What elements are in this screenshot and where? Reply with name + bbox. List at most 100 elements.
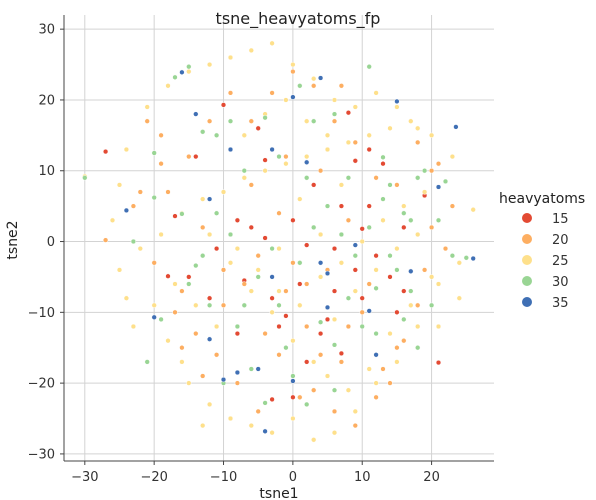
scatter-point — [186, 281, 192, 287]
scatter-point — [283, 161, 289, 167]
scatter-point — [324, 203, 331, 209]
scatter-point — [401, 288, 407, 294]
scatter-point — [352, 104, 358, 110]
scatter-point — [366, 224, 372, 231]
scatter-point — [331, 430, 338, 436]
scatter-point — [428, 274, 435, 280]
scatter-point — [200, 253, 206, 259]
scatter-point — [408, 288, 414, 294]
scatter-point — [304, 281, 310, 287]
scatter-point — [338, 260, 345, 266]
scatter-point — [366, 64, 372, 70]
scatter-point — [241, 132, 247, 138]
x-tick-labels: −30 −20 −10 0 10 20 — [71, 470, 440, 485]
scatter-point — [338, 350, 345, 357]
scatter-point — [227, 415, 234, 422]
y-tick-label: −30 — [28, 447, 55, 462]
scatter-point — [283, 345, 289, 351]
scatter-point — [276, 288, 282, 294]
x-tick-label: −30 — [71, 470, 98, 485]
scatter-point — [220, 267, 227, 273]
y-tick-label: 0 — [47, 235, 55, 250]
scatter-point — [394, 182, 400, 188]
scatter-point — [213, 323, 220, 330]
scatter-point — [415, 139, 421, 146]
legend-label: 35 — [552, 296, 569, 311]
scatter-point — [324, 316, 331, 323]
scatter-point — [415, 323, 421, 330]
scatter-point — [179, 345, 185, 351]
scatter-point — [165, 189, 171, 195]
scatter-point — [311, 437, 317, 443]
scatter-point — [428, 168, 435, 174]
scatter-point — [269, 274, 275, 280]
scatter-point — [290, 373, 296, 379]
scatter-point — [234, 380, 241, 386]
scatter-point — [290, 338, 296, 344]
scatter-point — [373, 394, 379, 400]
scatter-point — [165, 83, 171, 89]
scatter-point — [435, 359, 442, 366]
scatter-point — [227, 90, 234, 96]
scatter-point — [200, 422, 206, 429]
scatter-point — [449, 203, 456, 209]
scatter-point — [317, 274, 324, 280]
chart-title: tsne_heavyatoms_fp — [216, 9, 381, 29]
scatter-point — [82, 175, 88, 181]
scatter-point — [359, 323, 365, 330]
scatter-point — [262, 330, 268, 337]
scatter-point — [234, 217, 241, 223]
legend-marker — [522, 213, 532, 223]
scatter-point — [151, 194, 157, 201]
scatter-point — [324, 304, 331, 311]
scatter-point — [345, 175, 352, 181]
scatter-point — [200, 129, 206, 135]
legend-label: 30 — [552, 275, 569, 290]
scatter-point — [290, 94, 296, 100]
scatter-point — [186, 153, 192, 160]
scatter-point — [283, 97, 289, 103]
scatter-point — [227, 54, 234, 61]
scatter-point — [144, 359, 150, 365]
scatter-point — [116, 267, 123, 273]
scatter-point — [255, 267, 261, 273]
scatter-point — [338, 231, 345, 238]
scatter-point — [234, 369, 241, 376]
scatter-point — [435, 217, 442, 223]
scatter-point — [290, 61, 296, 68]
scatter-point — [186, 68, 192, 75]
scatter-point — [415, 175, 421, 181]
scatter-point — [193, 302, 199, 308]
scatter-point — [317, 168, 324, 174]
scatter-point — [248, 288, 254, 294]
scatter-point — [324, 132, 331, 138]
y-tick-label: 20 — [38, 93, 55, 108]
scatter-point — [206, 61, 213, 68]
x-tick-label: 0 — [289, 470, 297, 485]
scatter-point — [415, 302, 421, 308]
scatter-point — [248, 366, 254, 372]
scatter-point — [269, 40, 275, 46]
scatter-point — [193, 111, 199, 117]
scatter-point — [331, 408, 338, 415]
y-axis-label: tsne2 — [5, 220, 21, 259]
scatter-point — [297, 260, 303, 266]
scatter-point — [193, 262, 199, 269]
scatter-point — [227, 231, 234, 238]
scatter-point — [408, 268, 414, 274]
scatter-point — [380, 196, 386, 202]
scatter-point — [290, 415, 296, 422]
y-tick-label: 10 — [38, 164, 55, 179]
scatter-point — [442, 245, 449, 252]
scatter-point — [415, 231, 421, 238]
legend-label: 15 — [552, 212, 569, 227]
scatter-point — [227, 260, 234, 266]
scatter-point — [158, 316, 164, 323]
x-tick-label: −20 — [140, 470, 167, 485]
scatter-point — [262, 400, 268, 406]
scatter-point — [255, 274, 261, 280]
scatter-point — [394, 104, 400, 110]
scatter-point — [269, 396, 275, 403]
scatter-point — [130, 323, 137, 330]
